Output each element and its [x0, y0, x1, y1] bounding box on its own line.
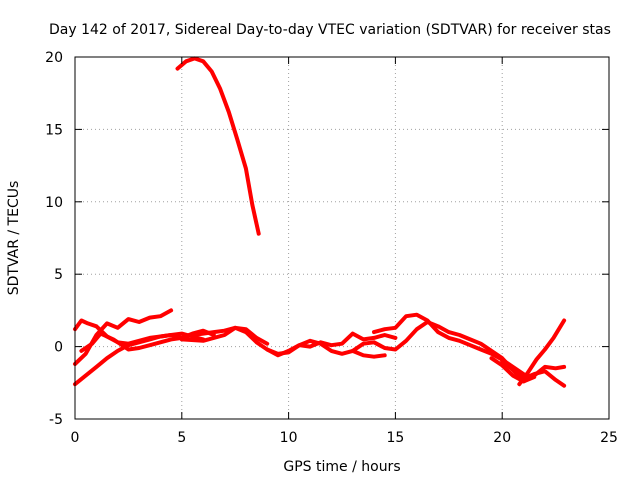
x-tick-label: 15 [386, 430, 404, 446]
y-tick-label: -5 [49, 412, 63, 428]
x-axis-title: GPS time / hours [283, 459, 400, 475]
y-tick-label: 5 [54, 267, 63, 283]
series-line-satellite-arc-12 [517, 318, 567, 387]
axes: 0 5 10 15 20 25 -5 0 5 10 15 20 [45, 50, 618, 446]
x-tick-label: 25 [600, 430, 618, 446]
chart-title: Day 142 of 2017, Sidereal Day-to-day VTE… [49, 22, 611, 38]
y-tick-label: 10 [45, 195, 63, 211]
x-tick-label: 20 [493, 430, 511, 446]
y-axis-title: SDTVAR / TECUs [6, 181, 22, 296]
data-series [73, 56, 567, 388]
series-line-satellite-arc-5 [175, 56, 261, 236]
y-tick-label: 15 [45, 122, 63, 138]
grid [75, 57, 609, 419]
series-line-satellite-arc-4 [79, 328, 216, 353]
x-tick-label: 0 [71, 430, 80, 446]
series-line-satellite-arc-11 [500, 359, 567, 388]
x-tick-label: 5 [177, 430, 186, 446]
plot-area-border [74, 56, 610, 420]
series-line-satellite-arc-10 [489, 356, 567, 384]
y-tick-label: 20 [45, 50, 63, 66]
series-line-satellite-arc-7 [265, 331, 398, 358]
series-line-satellite-arc-3 [73, 331, 206, 387]
y-tick-label: 0 [54, 340, 63, 356]
x-tick-label: 10 [280, 430, 298, 446]
